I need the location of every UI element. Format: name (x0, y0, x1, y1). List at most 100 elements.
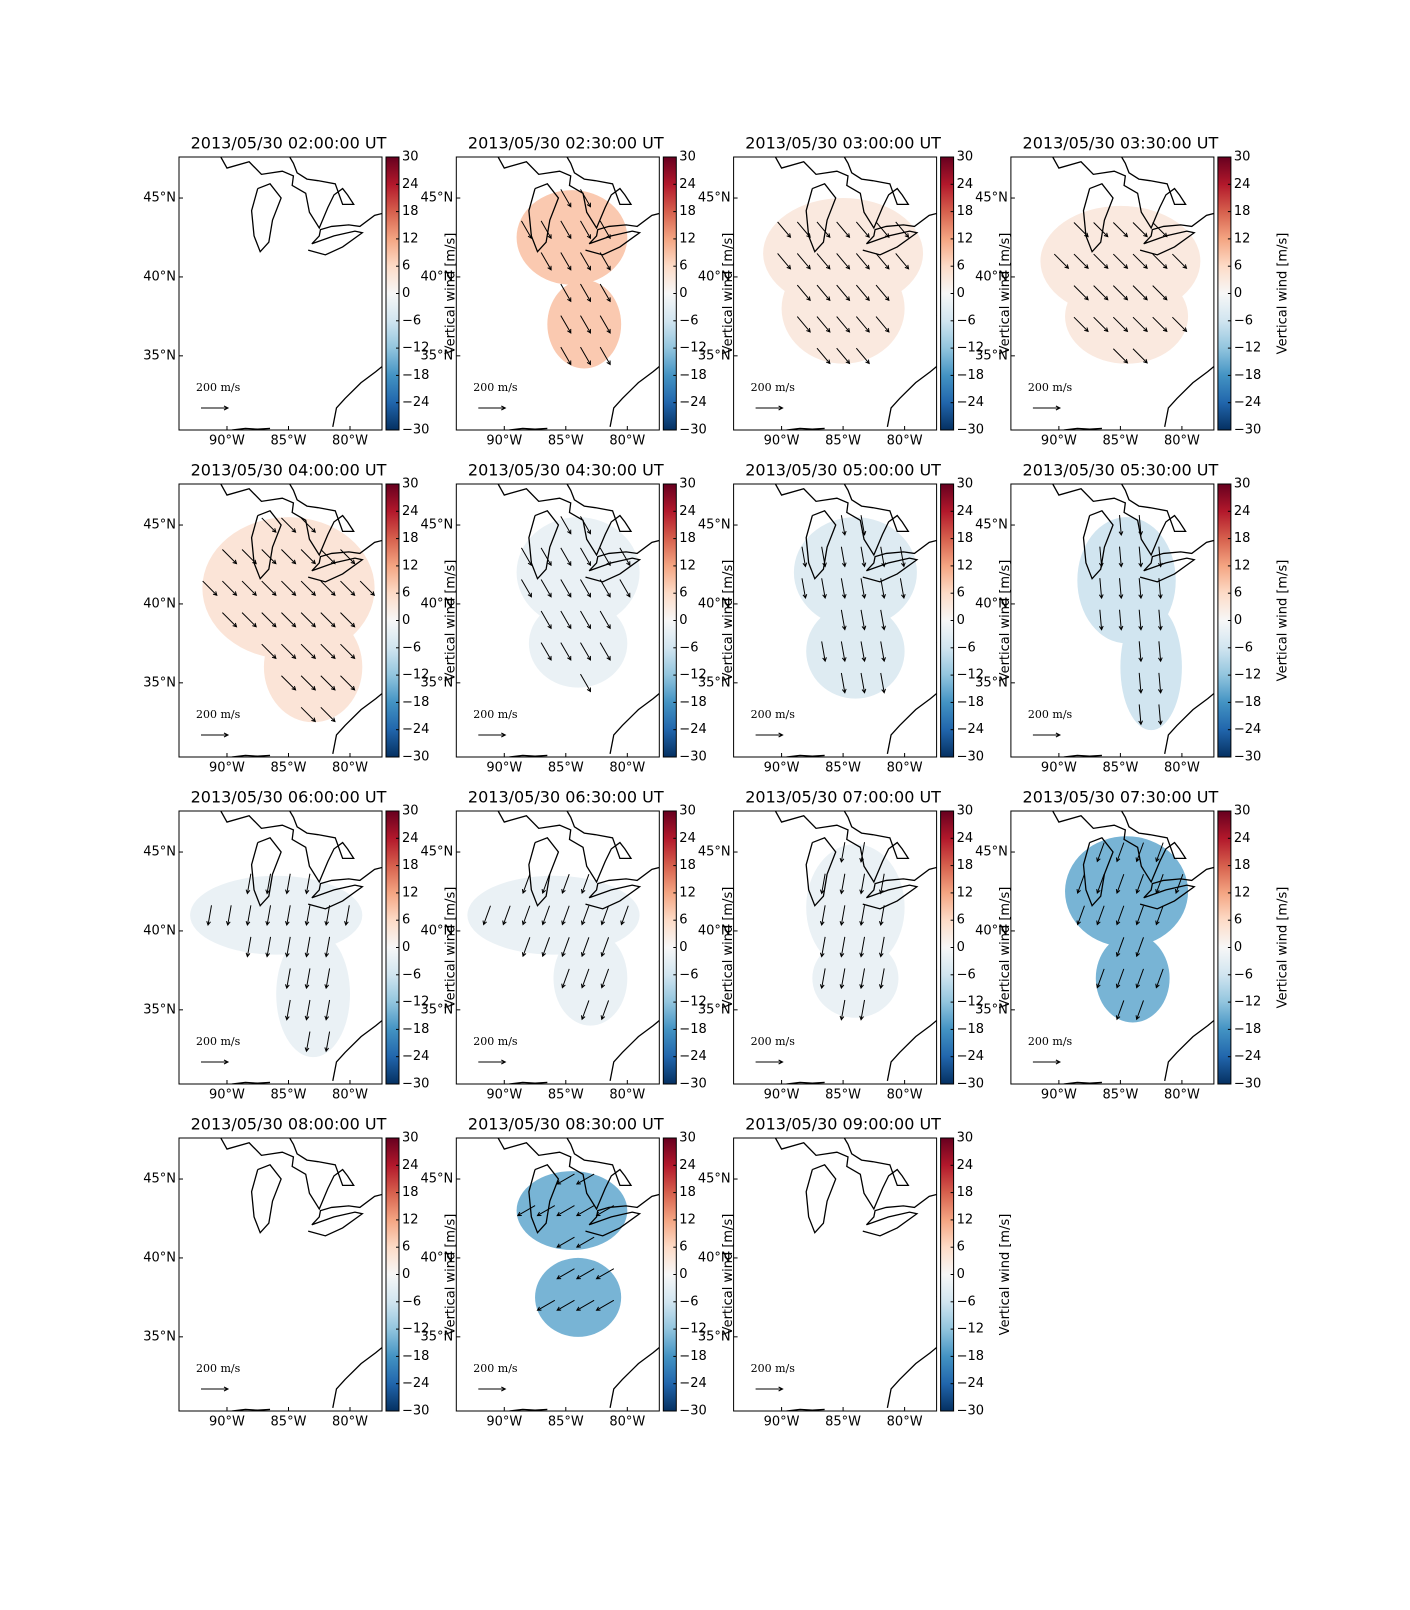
wind-arrow (878, 936, 885, 958)
wind-region (516, 1171, 628, 1251)
wind-arrow (281, 517, 297, 533)
wind-arrow (536, 1205, 556, 1217)
wind-arrow (599, 579, 611, 598)
y-tick-label: 35°N (975, 1002, 1008, 1017)
x-tick-label: 90°W (486, 434, 522, 449)
coastline (774, 811, 910, 884)
coastline (862, 1179, 937, 1237)
wind-arrow (839, 968, 846, 990)
wind-arrow (878, 968, 885, 990)
coastline (786, 427, 825, 430)
coastline (250, 510, 282, 580)
coastline (609, 968, 660, 1081)
wind-arrow (560, 189, 572, 208)
wind-arrow (1073, 253, 1089, 269)
colorbar-tick-label: 24 (402, 1158, 419, 1173)
wind-arrow (599, 346, 611, 366)
wind-arrow (1132, 316, 1148, 333)
map-area (190, 811, 382, 1084)
wind-arrow (541, 937, 551, 958)
colorbar-tick-label: 18 (957, 1185, 974, 1200)
wind-arrow (540, 610, 552, 630)
scale-label: 200 m/s (473, 708, 518, 721)
wind-arrow (819, 936, 826, 958)
colorbar-tick-label: −18 (679, 1349, 706, 1364)
coastline (308, 198, 382, 256)
wind-arrow (575, 1268, 595, 1280)
x-tick-label: 85°W (271, 1088, 307, 1103)
wind-arrow (859, 968, 866, 990)
coastline (250, 183, 282, 253)
wind-arrow (340, 675, 356, 691)
wind-arrow (1138, 704, 1144, 726)
colorbar-tick-label: −6 (679, 967, 698, 982)
coastline (886, 968, 937, 1081)
wind-arrow (521, 937, 531, 958)
coastline (1164, 968, 1214, 1081)
map-area (497, 157, 660, 430)
wind-arrow (1093, 253, 1109, 269)
scale-label: 200 m/s (196, 1362, 241, 1375)
colorbar-tick-label: 18 (679, 1185, 696, 1200)
scale-arrow (201, 732, 230, 738)
wind-arrow (1135, 905, 1144, 926)
wind-arrow (304, 968, 311, 990)
wind-arrow (839, 999, 846, 1021)
colorbar-tick-label: 0 (402, 286, 410, 301)
wind-arrow (1132, 222, 1148, 238)
colorbar-tick-label: −18 (1234, 1022, 1261, 1037)
colorbar-tick-label: −18 (679, 368, 706, 383)
wind-arrow (580, 610, 592, 630)
coastline (528, 510, 560, 580)
coastline (585, 525, 660, 583)
coastline (805, 510, 837, 580)
panel-title: 2013/05/30 02:30:00 UT (468, 134, 664, 153)
wind-arrow (324, 936, 331, 958)
axes-frame (1010, 156, 1215, 431)
y-tick-label: 40°N (975, 596, 1008, 611)
colorbar-tick-label: 24 (402, 831, 419, 846)
wind-arrow (801, 546, 808, 568)
wind-arrow (540, 547, 552, 567)
map-area (467, 811, 660, 1084)
coastline (805, 183, 837, 253)
wind-arrow (1118, 578, 1124, 600)
axes-frame (178, 1137, 383, 1412)
colorbar-tick-label: 6 (957, 913, 965, 928)
x-tick-label: 80°W (1164, 761, 1200, 776)
map-area (763, 157, 937, 430)
wind-arrow (261, 612, 277, 628)
scale-label: 200 m/s (196, 1035, 241, 1048)
colorbar-tick-label: 24 (1234, 177, 1251, 192)
wind-arrow (1118, 609, 1124, 631)
colorbar-tick-label: −30 (402, 1404, 429, 1419)
x-tick-label: 85°W (548, 1088, 584, 1103)
wind-arrow (1115, 937, 1125, 958)
coastline (1063, 754, 1102, 757)
colorbar-label: Vertical wind [m/s] (444, 887, 459, 1009)
wind-arrow (320, 643, 336, 660)
coastline (220, 484, 355, 557)
wind-arrow (1132, 253, 1148, 269)
wind-arrow (560, 252, 572, 271)
coastline (1052, 484, 1187, 557)
wind-arrow (580, 283, 592, 303)
colorbar-tick-label: −12 (402, 995, 429, 1010)
wind-arrow (344, 905, 350, 927)
wind-arrow (281, 612, 297, 628)
scale-label: 200 m/s (1028, 381, 1073, 394)
wind-arrow (600, 968, 610, 989)
wind-arrow (1172, 316, 1188, 333)
axes-frame (733, 483, 938, 758)
y-tick-label: 45°N (421, 191, 454, 206)
y-tick-label: 45°N (421, 845, 454, 860)
colorbar-tick-label: −12 (957, 995, 984, 1010)
wind-arrow (875, 284, 890, 302)
wind-arrow (1135, 937, 1144, 958)
colorbar-tick-label: −24 (402, 395, 429, 410)
panel-title: 2013/05/30 04:30:00 UT (468, 461, 664, 480)
wind-arrow (1152, 253, 1168, 269)
colorbar-tick-label: 12 (1234, 558, 1251, 573)
colorbar-tick-label: 0 (1234, 613, 1242, 628)
wind-arrow (1158, 704, 1163, 726)
